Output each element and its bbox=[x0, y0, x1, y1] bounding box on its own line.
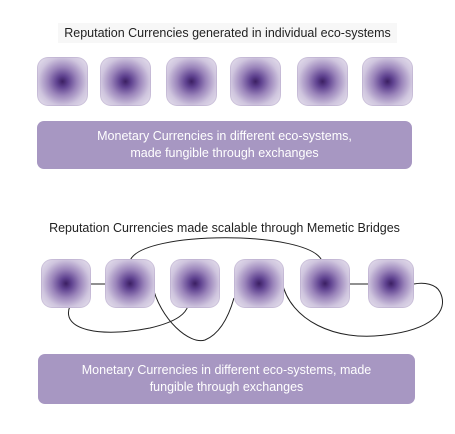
bridge-link-2-4-loop bbox=[151, 283, 235, 342]
ecosystem-node-top-1 bbox=[37, 57, 88, 106]
ecosystem-node-top-2 bbox=[100, 57, 151, 106]
bottom-monetary-banner: Monetary Currencies in different eco-sys… bbox=[38, 354, 415, 404]
bottom-section-title: Reputation Currencies made scalable thro… bbox=[49, 221, 400, 235]
bridge-link-2-5-arc bbox=[129, 237, 323, 262]
ecosystem-node-bottom-6 bbox=[368, 259, 414, 308]
top-banner-line-1: Monetary Currencies in different eco-sys… bbox=[97, 129, 352, 143]
bottom-banner-line-1: Monetary Currencies in different eco-sys… bbox=[81, 363, 372, 377]
ecosystem-node-bottom-3 bbox=[170, 259, 220, 308]
ecosystem-node-bottom-1 bbox=[41, 259, 91, 308]
ecosystem-node-bottom-4 bbox=[234, 259, 284, 308]
ecosystem-node-top-5 bbox=[297, 57, 348, 106]
top-monetary-banner: Monetary Currencies in different eco-sys… bbox=[37, 121, 412, 169]
ecosystem-node-top-4 bbox=[230, 57, 281, 106]
top-section-title-text: Reputation Currencies generated in indiv… bbox=[58, 23, 397, 43]
ecosystem-node-bottom-5 bbox=[300, 259, 350, 308]
bridge-link-4-6-loop bbox=[281, 281, 443, 337]
bottom-banner-line-2: fungible through exchanges bbox=[149, 380, 304, 394]
ecosystem-node-top-6 bbox=[362, 57, 413, 106]
ecosystem-node-top-3 bbox=[166, 57, 217, 106]
top-banner-line-2: made fungible through exchanges bbox=[130, 146, 319, 160]
bridge-link-1-3-loop bbox=[67, 305, 189, 333]
ecosystem-node-bottom-2 bbox=[105, 259, 155, 308]
top-section-title: Reputation Currencies generated in indiv… bbox=[0, 23, 455, 43]
